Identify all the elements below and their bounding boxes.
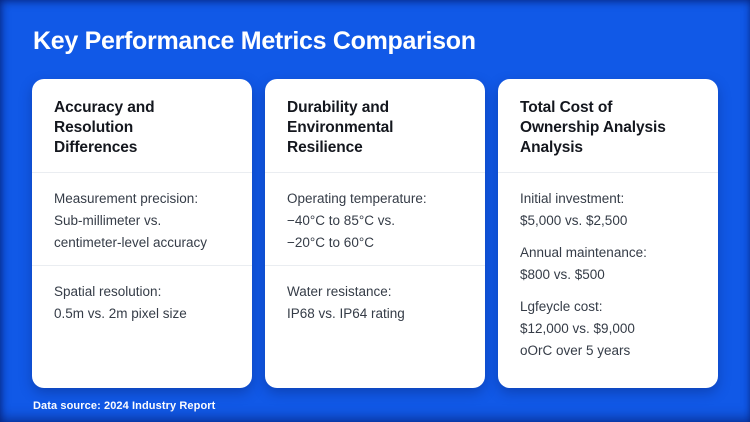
water-resistance-text: Water resistance: IP68 vs. IP64 rating [287,284,405,321]
card-total-cost-title: Total Cost of Ownership Analysis Analysi… [520,99,666,156]
card-durability-header: Durability and Environmental Resilience [265,79,485,172]
card-durability-section-water: Water resistance: IP68 vs. IP64 rating [265,265,485,388]
spatial-resolution-text: Spatial resolution: 0.5m vs. 2m pixel si… [54,284,187,321]
lifecycle-cost-text: Lgfeycle cost: $12,000 vs. $9,000 oOrC o… [520,299,635,358]
card-total-cost: Total Cost of Ownership Analysis Analysi… [498,79,718,388]
metrics-card-row: Accuracy and Resolution Differences Meas… [32,79,718,388]
initial-investment-text: Initial investment: $5,000 vs. $2,500 [520,191,628,228]
card-accuracy-section-precision: Measurement precision: Sub-millimeter vs… [32,172,252,265]
card-total-cost-section: Initial investment: $5,000 vs. $2,500 An… [498,172,718,388]
data-source-note: Data source: 2024 Industry Report [33,400,216,412]
annual-maintenance-text: Annual maintenance: $800 vs. $500 [520,245,647,282]
slide-title: Key Performance Metrics Comparison [33,27,476,55]
card-accuracy-title: Accuracy and Resolution Differences [54,99,155,156]
card-durability-title: Durability and Environmental Resilience [287,99,394,156]
card-accuracy-section-resolution: Spatial resolution: 0.5m vs. 2m pixel si… [32,265,252,388]
card-accuracy-header: Accuracy and Resolution Differences [32,79,252,172]
card-durability-section-temperature: Operating temperature: −40°C to 85°C vs.… [265,172,485,265]
card-durability-resilience: Durability and Environmental Resilience … [265,79,485,388]
measurement-precision-text: Measurement precision: Sub-millimeter vs… [54,191,208,250]
card-total-cost-header: Total Cost of Ownership Analysis Analysi… [498,79,718,172]
card-accuracy-resolution: Accuracy and Resolution Differences Meas… [32,79,252,388]
operating-temperature-text: Operating temperature: −40°C to 85°C vs.… [287,191,427,250]
